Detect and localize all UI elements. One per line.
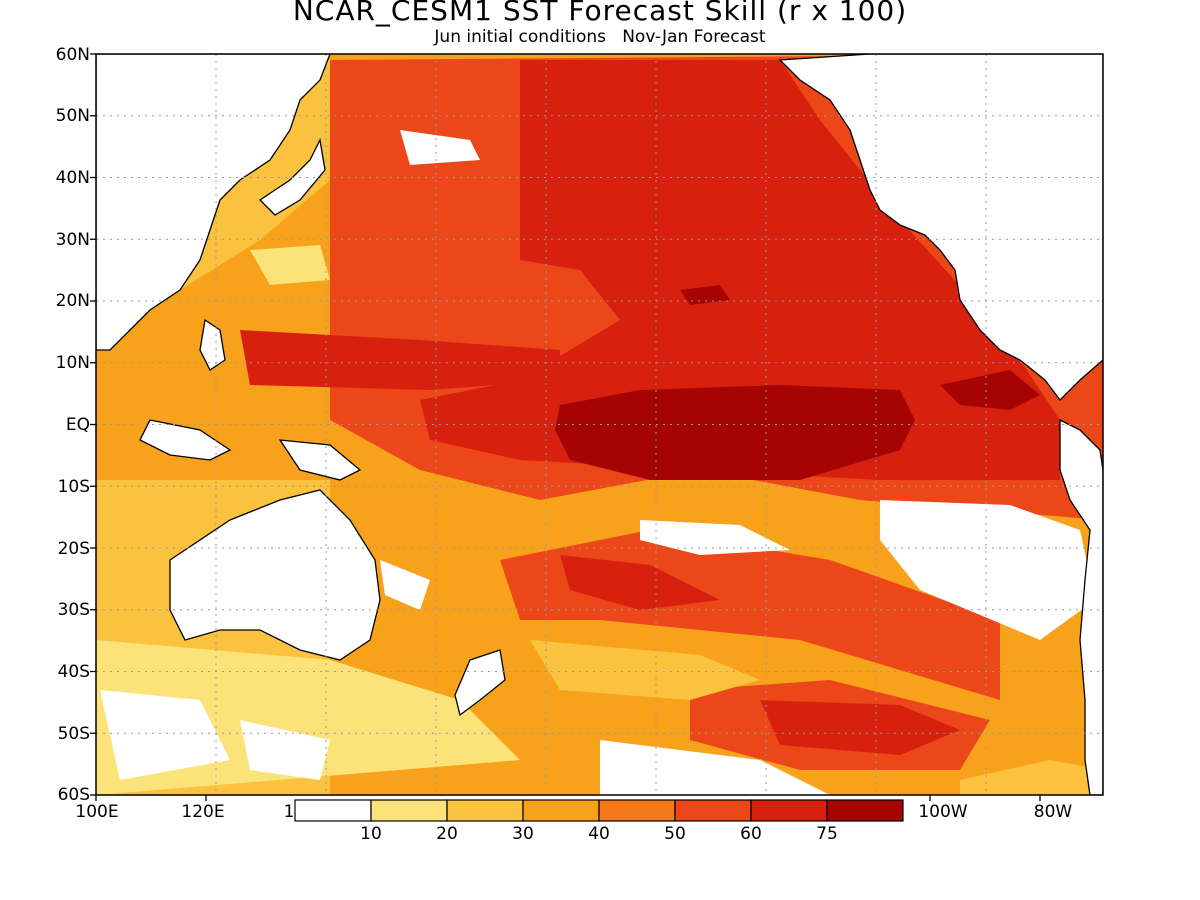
colorbar-swatch xyxy=(826,799,904,822)
xlabel-120e: 120E xyxy=(181,802,225,822)
colorbar-swatch xyxy=(370,799,448,822)
contour-0 xyxy=(640,520,790,555)
ylabel-60n: 60N xyxy=(55,45,90,65)
xlabel-100e: 100E xyxy=(75,802,119,822)
south-america xyxy=(1059,418,1103,795)
gridlines xyxy=(96,54,1103,795)
colorbar-swatch xyxy=(674,799,752,822)
ylabel-40n: 40N xyxy=(55,168,90,188)
colorbar-tick: 30 xyxy=(512,824,534,844)
contour-75 xyxy=(680,285,730,305)
axis-ticks xyxy=(90,53,1041,801)
contour-0 xyxy=(880,500,1095,640)
colorbar-swatch xyxy=(446,799,524,822)
colorbar-tick: 50 xyxy=(664,824,686,844)
contour-0 xyxy=(240,720,330,780)
colorbar-swatch xyxy=(750,799,828,822)
ylabel-10n: 10N xyxy=(55,353,90,373)
indonesia xyxy=(139,419,232,461)
contour-0 xyxy=(400,130,480,165)
contour-60 xyxy=(760,700,960,755)
contour-20 xyxy=(960,760,1103,795)
xlabel-partial: 1 xyxy=(283,802,295,822)
colorbar-tick: 75 xyxy=(816,824,838,844)
asia xyxy=(96,54,331,351)
contour-20 xyxy=(530,640,760,700)
colorbar xyxy=(294,799,904,822)
contour-60 xyxy=(240,330,560,390)
contour-60 xyxy=(560,555,720,610)
philippines xyxy=(199,318,226,371)
contour-0 xyxy=(380,560,430,610)
colorbar-swatch xyxy=(522,799,600,822)
australia xyxy=(169,489,381,661)
map-subtitle: Jun initial conditions Nov-Jan Forecast xyxy=(434,27,766,47)
contour-0 xyxy=(100,690,230,780)
contour-0 xyxy=(600,740,830,795)
contour-75 xyxy=(555,385,915,480)
ylabel-30n: 30N xyxy=(55,230,90,250)
contour-10 xyxy=(250,245,330,285)
ylabel-20s: 20S xyxy=(57,539,90,559)
map-title: NCAR_CESM1 SST Forecast Skill (r x 100) xyxy=(292,0,908,27)
contour-60 xyxy=(420,60,1060,480)
colorbar-tick: 40 xyxy=(588,824,610,844)
ylabel-50s: 50S xyxy=(57,724,90,744)
colorbar-tick: 20 xyxy=(436,824,458,844)
xlabel-100w: 100W xyxy=(918,802,968,822)
ylabel-50n: 50N xyxy=(55,106,90,126)
new-zealand xyxy=(454,649,506,717)
xlabel-80w: 80W xyxy=(1033,802,1073,822)
ylabel-40s: 40S xyxy=(57,662,90,682)
ylabel-eq: EQ xyxy=(65,415,90,435)
contour-75 xyxy=(940,370,1040,410)
ylabel-30s: 30S xyxy=(57,600,90,620)
north-america xyxy=(778,54,1103,401)
colorbar-tick: 60 xyxy=(740,824,762,844)
ylabel-20n: 20N xyxy=(55,291,90,311)
ylabel-10s: 10S xyxy=(57,477,90,497)
colorbar-swatch xyxy=(598,799,676,822)
new-guinea xyxy=(278,439,362,481)
colorbar-tick: 10 xyxy=(360,824,382,844)
ylabel-60s: 60S xyxy=(57,785,90,805)
